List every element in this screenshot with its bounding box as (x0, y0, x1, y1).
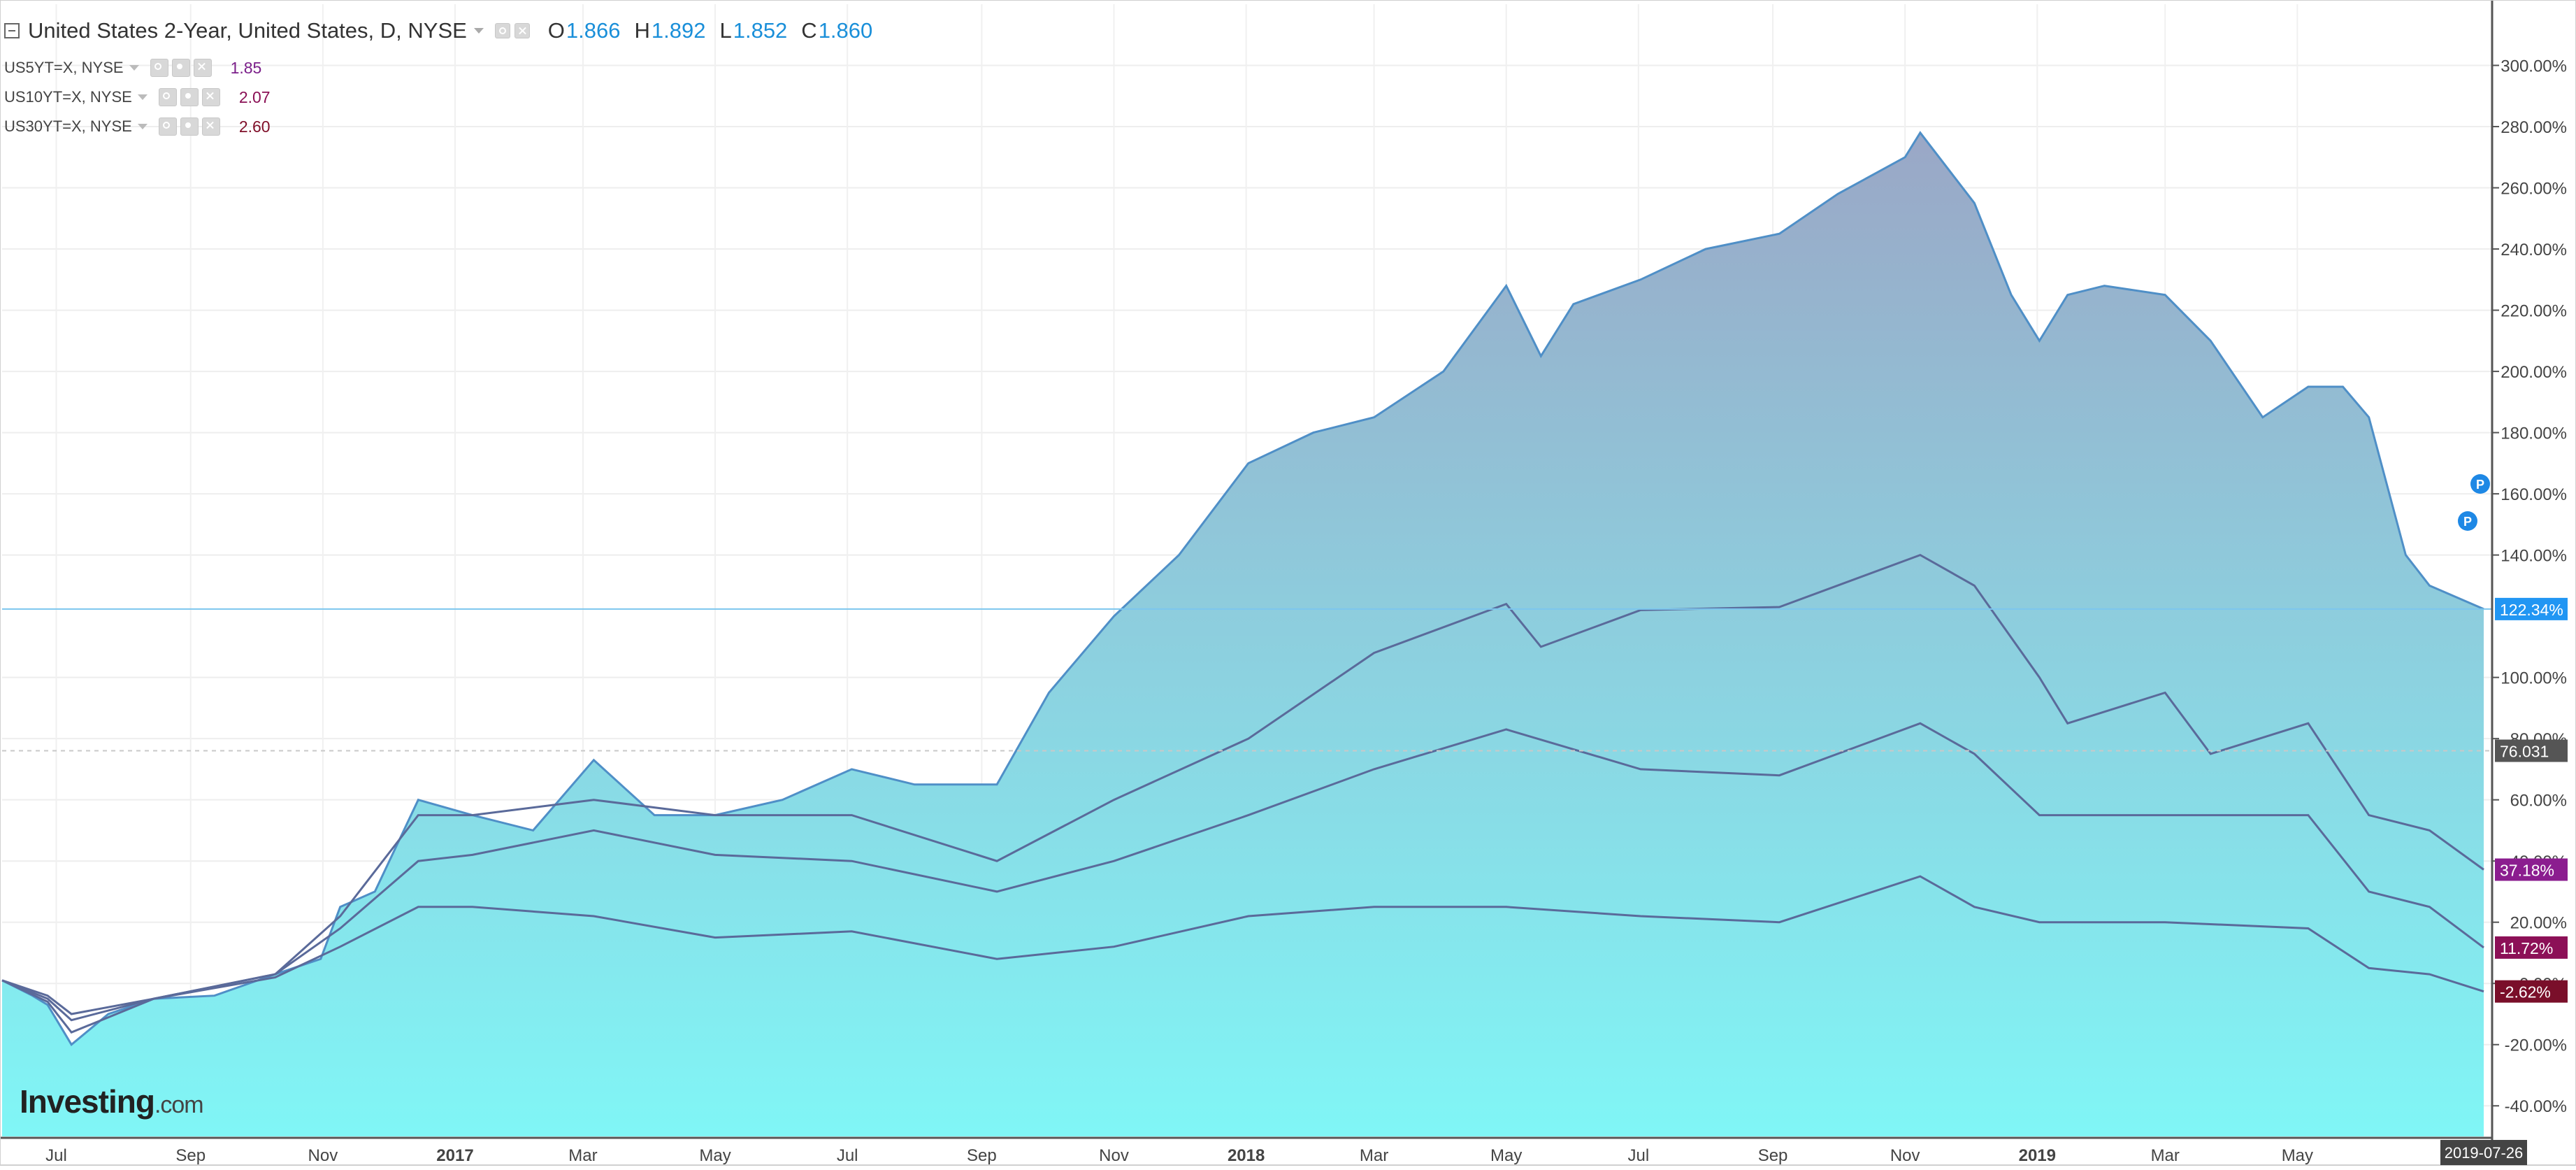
pin-badge-label: P (2476, 478, 2484, 492)
close-value: 1.860 (818, 18, 873, 43)
x-tick-label: Sep (1758, 1146, 1788, 1165)
x-tick-label: May (699, 1146, 731, 1165)
x-tick-label: Jul (837, 1146, 858, 1165)
last-date-label: 2019-07-26 (2445, 1144, 2524, 1162)
x-tick-label: Nov (308, 1146, 338, 1165)
main-legend-row[interactable]: United States 2-Year, United States, D, … (4, 8, 872, 53)
price-tag-label: 11.72% (2500, 939, 2553, 957)
logo-suffix: .com (154, 1092, 204, 1118)
overlay-legend-row[interactable]: US30YT=X, NYSE 2.60 (4, 112, 872, 141)
price-tag-label: 122.34% (2500, 601, 2563, 619)
y-tick-label: 260.00% (2501, 180, 2567, 199)
y-tick-label: 240.00% (2501, 241, 2567, 259)
logo-main: Investing (20, 1083, 155, 1120)
main-series-title[interactable]: United States 2-Year, United States, D, … (28, 18, 467, 43)
overlay-value: 2.60 (238, 117, 271, 136)
x-tick-label: Jul (45, 1146, 67, 1165)
x-tick-label: Mar (2151, 1146, 2180, 1165)
overlay-value: 1.85 (230, 58, 262, 77)
y-tick-label: 60.00% (2510, 792, 2567, 811)
price-tag-box (2495, 936, 2568, 959)
x-tick-label: Sep (967, 1146, 997, 1165)
overlay-dropdown-icon[interactable] (137, 124, 147, 129)
overlay-dropdown-icon[interactable] (137, 94, 147, 100)
overlay-label[interactable]: US5YT=X, NYSE (4, 59, 124, 76)
eye-icon[interactable] (158, 117, 177, 136)
close-icon[interactable] (193, 59, 212, 77)
overlay-legend-row[interactable]: US10YT=X, NYSE 2.07 (4, 83, 872, 112)
x-tick-label: Mar (1360, 1146, 1388, 1165)
overlay-legend-row[interactable]: US5YT=X, NYSE 1.85 (4, 53, 872, 83)
close-key: C (801, 18, 817, 43)
chart-legend: United States 2-Year, United States, D, … (4, 8, 872, 141)
x-tick-label: Jul (1627, 1146, 1649, 1165)
overlay-dropdown-icon[interactable] (129, 65, 139, 71)
price-tag-box (2495, 980, 2568, 1003)
low-value: 1.852 (733, 18, 788, 43)
y-tick-label: 200.00% (2501, 363, 2567, 382)
overlay-value: 2.07 (238, 87, 271, 106)
main-series-dropdown-icon[interactable] (473, 28, 484, 34)
gear-icon[interactable] (180, 88, 199, 106)
open-value: 1.866 (566, 18, 621, 43)
x-tick-label: 2017 (436, 1146, 473, 1165)
y-tick-label: 280.00% (2501, 118, 2567, 137)
investing-logo: Investing.com (20, 1083, 204, 1120)
gear-icon[interactable] (171, 59, 190, 77)
close-icon[interactable] (514, 23, 530, 38)
close-icon[interactable] (201, 117, 220, 136)
x-tick-label: Nov (1099, 1146, 1129, 1165)
last-date-tag (2440, 1140, 2527, 1165)
overlay-series-line-2 (1, 722, 2484, 1022)
price-tag-box (2495, 739, 2568, 762)
high-key: H (634, 18, 650, 43)
main-series-area (2, 132, 2484, 1136)
y-tick-label: -40.00% (2505, 1097, 2567, 1116)
y-tick-label: 220.00% (2501, 302, 2567, 321)
y-tick-label: 160.00% (2501, 485, 2567, 504)
y-tick-label: 100.00% (2501, 669, 2567, 688)
y-tick-label: 140.00% (2501, 547, 2567, 566)
x-tick-label: Sep (175, 1146, 206, 1165)
main-series-line (1, 131, 2484, 1046)
price-tag-box (2495, 858, 2568, 881)
x-tick-label: Nov (1890, 1146, 1920, 1165)
high-value: 1.892 (651, 18, 706, 43)
overlay-series-line-1 (1, 553, 2484, 1034)
collapse-legend-icon[interactable] (4, 23, 20, 38)
gear-icon[interactable] (180, 117, 199, 136)
close-icon[interactable] (201, 88, 220, 106)
pin-badge-icon (2458, 511, 2477, 531)
y-tick-label: -20.00% (2505, 1036, 2567, 1055)
overlay-label[interactable]: US10YT=X, NYSE (4, 88, 132, 106)
x-tick-label: Mar (568, 1146, 597, 1165)
y-tick-label: 300.00% (2501, 57, 2567, 76)
x-tick-label: May (1490, 1146, 1522, 1165)
x-tick-label: May (2282, 1146, 2313, 1165)
y-tick-label: 20.00% (2510, 914, 2567, 933)
price-tag-box (2495, 597, 2568, 620)
y-tick-label: 180.00% (2501, 425, 2567, 443)
price-tag-label: 37.18% (2500, 862, 2554, 880)
pin-badge-label: P (2463, 515, 2472, 529)
price-tag-label: -2.62% (2500, 983, 2551, 1001)
x-tick-label: 2018 (1228, 1146, 1265, 1165)
low-key: L (719, 18, 732, 43)
open-key: O (547, 18, 565, 43)
eye-icon[interactable] (494, 23, 510, 38)
price-tag-label: 76.031 (2500, 743, 2549, 761)
eye-icon[interactable] (150, 59, 168, 77)
pin-badge-icon (2470, 474, 2490, 494)
overlay-series-line-3 (1, 875, 2484, 1015)
x-tick-label: 2019 (2019, 1146, 2056, 1165)
overlay-label[interactable]: US30YT=X, NYSE (4, 117, 132, 135)
eye-icon[interactable] (158, 88, 177, 106)
